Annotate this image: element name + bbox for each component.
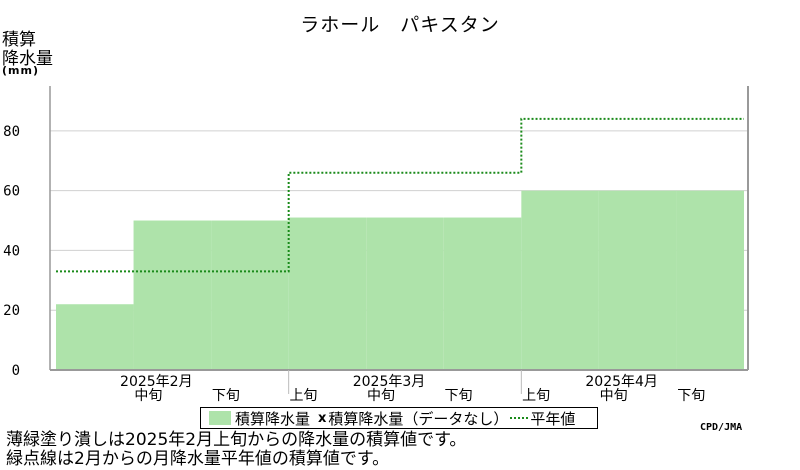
x-tick-labels: 中旬 下旬 上旬 中旬 下旬 上旬 中旬 下旬 2025年2月 2025年3月 2025年4月	[120, 374, 705, 404]
y-axis-label-line-1: 積算	[2, 30, 36, 50]
x-tick-label: 中旬	[367, 388, 395, 404]
normal-line	[56, 117, 744, 273]
legend-bar-label: 積算降水量	[235, 409, 311, 428]
precip-bar	[56, 304, 134, 370]
y-axis-unit: (mm)	[2, 64, 39, 77]
y-axis-label-line-2: 降水量	[2, 49, 53, 69]
note-line-2: 緑点線は2月からの月降水量平年値の積算値です。	[6, 449, 390, 469]
x-tick-label: 中旬	[600, 388, 628, 404]
y-tick-labels: 0 20 40 60 80	[3, 124, 20, 379]
plot-frame	[49, 86, 749, 394]
normal-line-layer	[56, 117, 744, 273]
legend: 積算降水量 x 積算降水量（データなし） 平年値	[200, 407, 598, 429]
precip-bar	[288, 217, 367, 370]
precip-bar	[211, 220, 289, 370]
accumulated-precip-area	[56, 190, 744, 370]
x-tick-label: 中旬	[134, 388, 162, 404]
precip-bar	[366, 217, 444, 370]
precip-bar	[133, 220, 212, 370]
y-tick-label: 80	[3, 124, 20, 140]
x-tick-label: 上旬	[289, 388, 317, 404]
precip-bar	[521, 190, 599, 370]
chart-title: ラホール パキスタン	[300, 14, 500, 36]
y-tick-label: 60	[3, 184, 20, 200]
note-line-1: 薄緑塗り潰しは2025年2月上旬からの降水量の積算値です。	[6, 430, 467, 450]
month-label: 2025年2月	[120, 374, 193, 390]
x-tick-label: 下旬	[677, 388, 705, 404]
y-tick-label: 0	[12, 363, 20, 379]
precip-bar	[443, 217, 522, 370]
legend-dotted-swatch	[510, 417, 529, 419]
y-tick-label: 40	[3, 243, 20, 259]
credit-text: CPD/JMA	[700, 422, 743, 433]
month-label: 2025年4月	[585, 374, 658, 390]
x-tick-label: 上旬	[522, 388, 550, 404]
month-label: 2025年3月	[353, 374, 426, 390]
precip-bar	[598, 190, 677, 370]
x-tick-label: 下旬	[212, 388, 240, 404]
precip-bar	[676, 190, 744, 370]
x-tick-label: 下旬	[445, 388, 473, 404]
legend-missing-label: 積算降水量（データなし）	[328, 409, 509, 428]
legend-normal-label: 平年値	[530, 409, 576, 428]
legend-fill-swatch	[209, 411, 231, 425]
y-tick-label: 20	[3, 303, 20, 319]
legend-x-marker: x	[318, 410, 327, 426]
